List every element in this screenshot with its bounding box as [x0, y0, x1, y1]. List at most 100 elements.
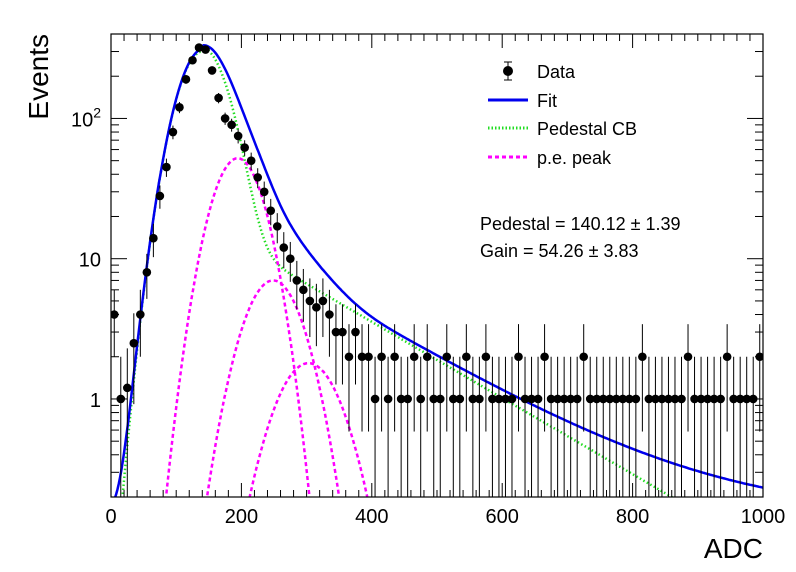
gain-value: Gain = 54.26	[480, 241, 584, 261]
data-marker	[370, 394, 380, 404]
data-point	[618, 356, 628, 497]
data-marker	[605, 394, 615, 404]
data-point	[194, 43, 204, 52]
data-marker	[142, 267, 152, 277]
data-marker	[638, 352, 647, 362]
data-marker	[507, 394, 517, 404]
data-point	[559, 356, 569, 497]
data-marker	[716, 394, 725, 404]
data-marker	[455, 394, 465, 404]
data-point	[462, 324, 471, 432]
data-marker	[403, 394, 412, 404]
data-marker	[286, 254, 295, 264]
data-point	[155, 185, 165, 209]
x-tick-label: 1000	[741, 506, 786, 528]
axes-layer: 0 200 400 600 800 1000 1 10 102	[71, 33, 786, 528]
data-marker	[259, 187, 269, 197]
data-marker	[409, 352, 419, 362]
data-marker	[220, 114, 230, 123]
data-point	[129, 313, 139, 405]
data-point	[351, 304, 360, 385]
data-marker	[592, 394, 602, 404]
data-marker	[272, 222, 282, 231]
data-marker	[670, 394, 680, 404]
data-point	[364, 324, 373, 432]
data-marker	[305, 296, 315, 306]
data-point	[370, 356, 380, 497]
data-point	[716, 356, 725, 497]
legend-label-fit: Fit	[537, 91, 557, 111]
data-marker	[129, 338, 139, 348]
data-point	[318, 278, 328, 338]
data-point	[338, 304, 347, 385]
data-marker	[520, 394, 530, 404]
data-marker	[501, 394, 510, 404]
data-point	[292, 260, 302, 310]
data-marker	[703, 394, 712, 404]
data-point	[331, 304, 341, 385]
data-marker	[481, 352, 491, 362]
data-point	[168, 125, 178, 140]
legend-item-fit: Fit	[488, 91, 557, 111]
data-marker	[572, 394, 582, 404]
data-marker	[338, 327, 347, 337]
data-point	[312, 283, 321, 347]
data-point	[442, 324, 452, 432]
data-point	[468, 356, 478, 497]
data-marker	[651, 394, 660, 404]
data-point	[377, 324, 386, 432]
data-marker	[696, 394, 706, 404]
data-marker	[292, 276, 302, 285]
data-marker	[194, 43, 204, 52]
data-marker	[625, 394, 634, 404]
y-axis-title: Events	[23, 34, 54, 120]
data-point	[136, 289, 145, 357]
data-marker	[735, 394, 745, 404]
data-point	[572, 356, 582, 497]
data-point	[149, 223, 158, 258]
data-point	[644, 356, 654, 497]
data-point	[227, 118, 236, 132]
fit-curve	[113, 43, 763, 497]
data-point	[566, 356, 575, 497]
data-point	[501, 356, 510, 497]
data-point	[409, 324, 419, 432]
data-point	[279, 232, 289, 269]
data-marker	[657, 394, 667, 404]
data-marker	[559, 394, 569, 404]
data-marker	[416, 394, 426, 404]
data-point	[266, 198, 276, 226]
data-point	[390, 324, 399, 432]
pedestal-cb-curve	[121, 46, 675, 497]
data-point	[598, 356, 608, 497]
data-marker	[435, 394, 445, 404]
data-point	[259, 181, 269, 205]
legend-label-pe-peak: p.e. peak	[537, 148, 612, 168]
data-point	[533, 356, 543, 497]
data-marker	[155, 191, 165, 201]
data-marker	[175, 103, 184, 112]
data-point	[709, 356, 719, 497]
gain-annotation: Gain = 54.26 ± 3.83	[480, 241, 639, 261]
data-marker	[299, 285, 308, 295]
data-point	[181, 75, 191, 84]
plus-minus-glyph: ±	[584, 241, 604, 261]
data-marker	[683, 352, 693, 362]
data-point	[240, 140, 249, 156]
data-marker	[331, 327, 341, 337]
data-marker	[429, 394, 439, 404]
data-marker	[168, 127, 178, 137]
data-point	[507, 356, 517, 497]
data-marker	[325, 310, 334, 319]
data-marker	[246, 156, 256, 165]
legend-item-pedestal-cb: Pedestal CB	[488, 119, 637, 139]
data-marker	[449, 394, 458, 404]
data-marker	[709, 394, 719, 404]
data-point	[455, 356, 465, 497]
y-tick-label: 102	[71, 104, 101, 131]
plot-frame	[110, 33, 764, 498]
data-point	[299, 268, 308, 322]
data-marker	[279, 243, 289, 252]
data-marker	[488, 394, 497, 404]
data-marker	[383, 394, 393, 404]
